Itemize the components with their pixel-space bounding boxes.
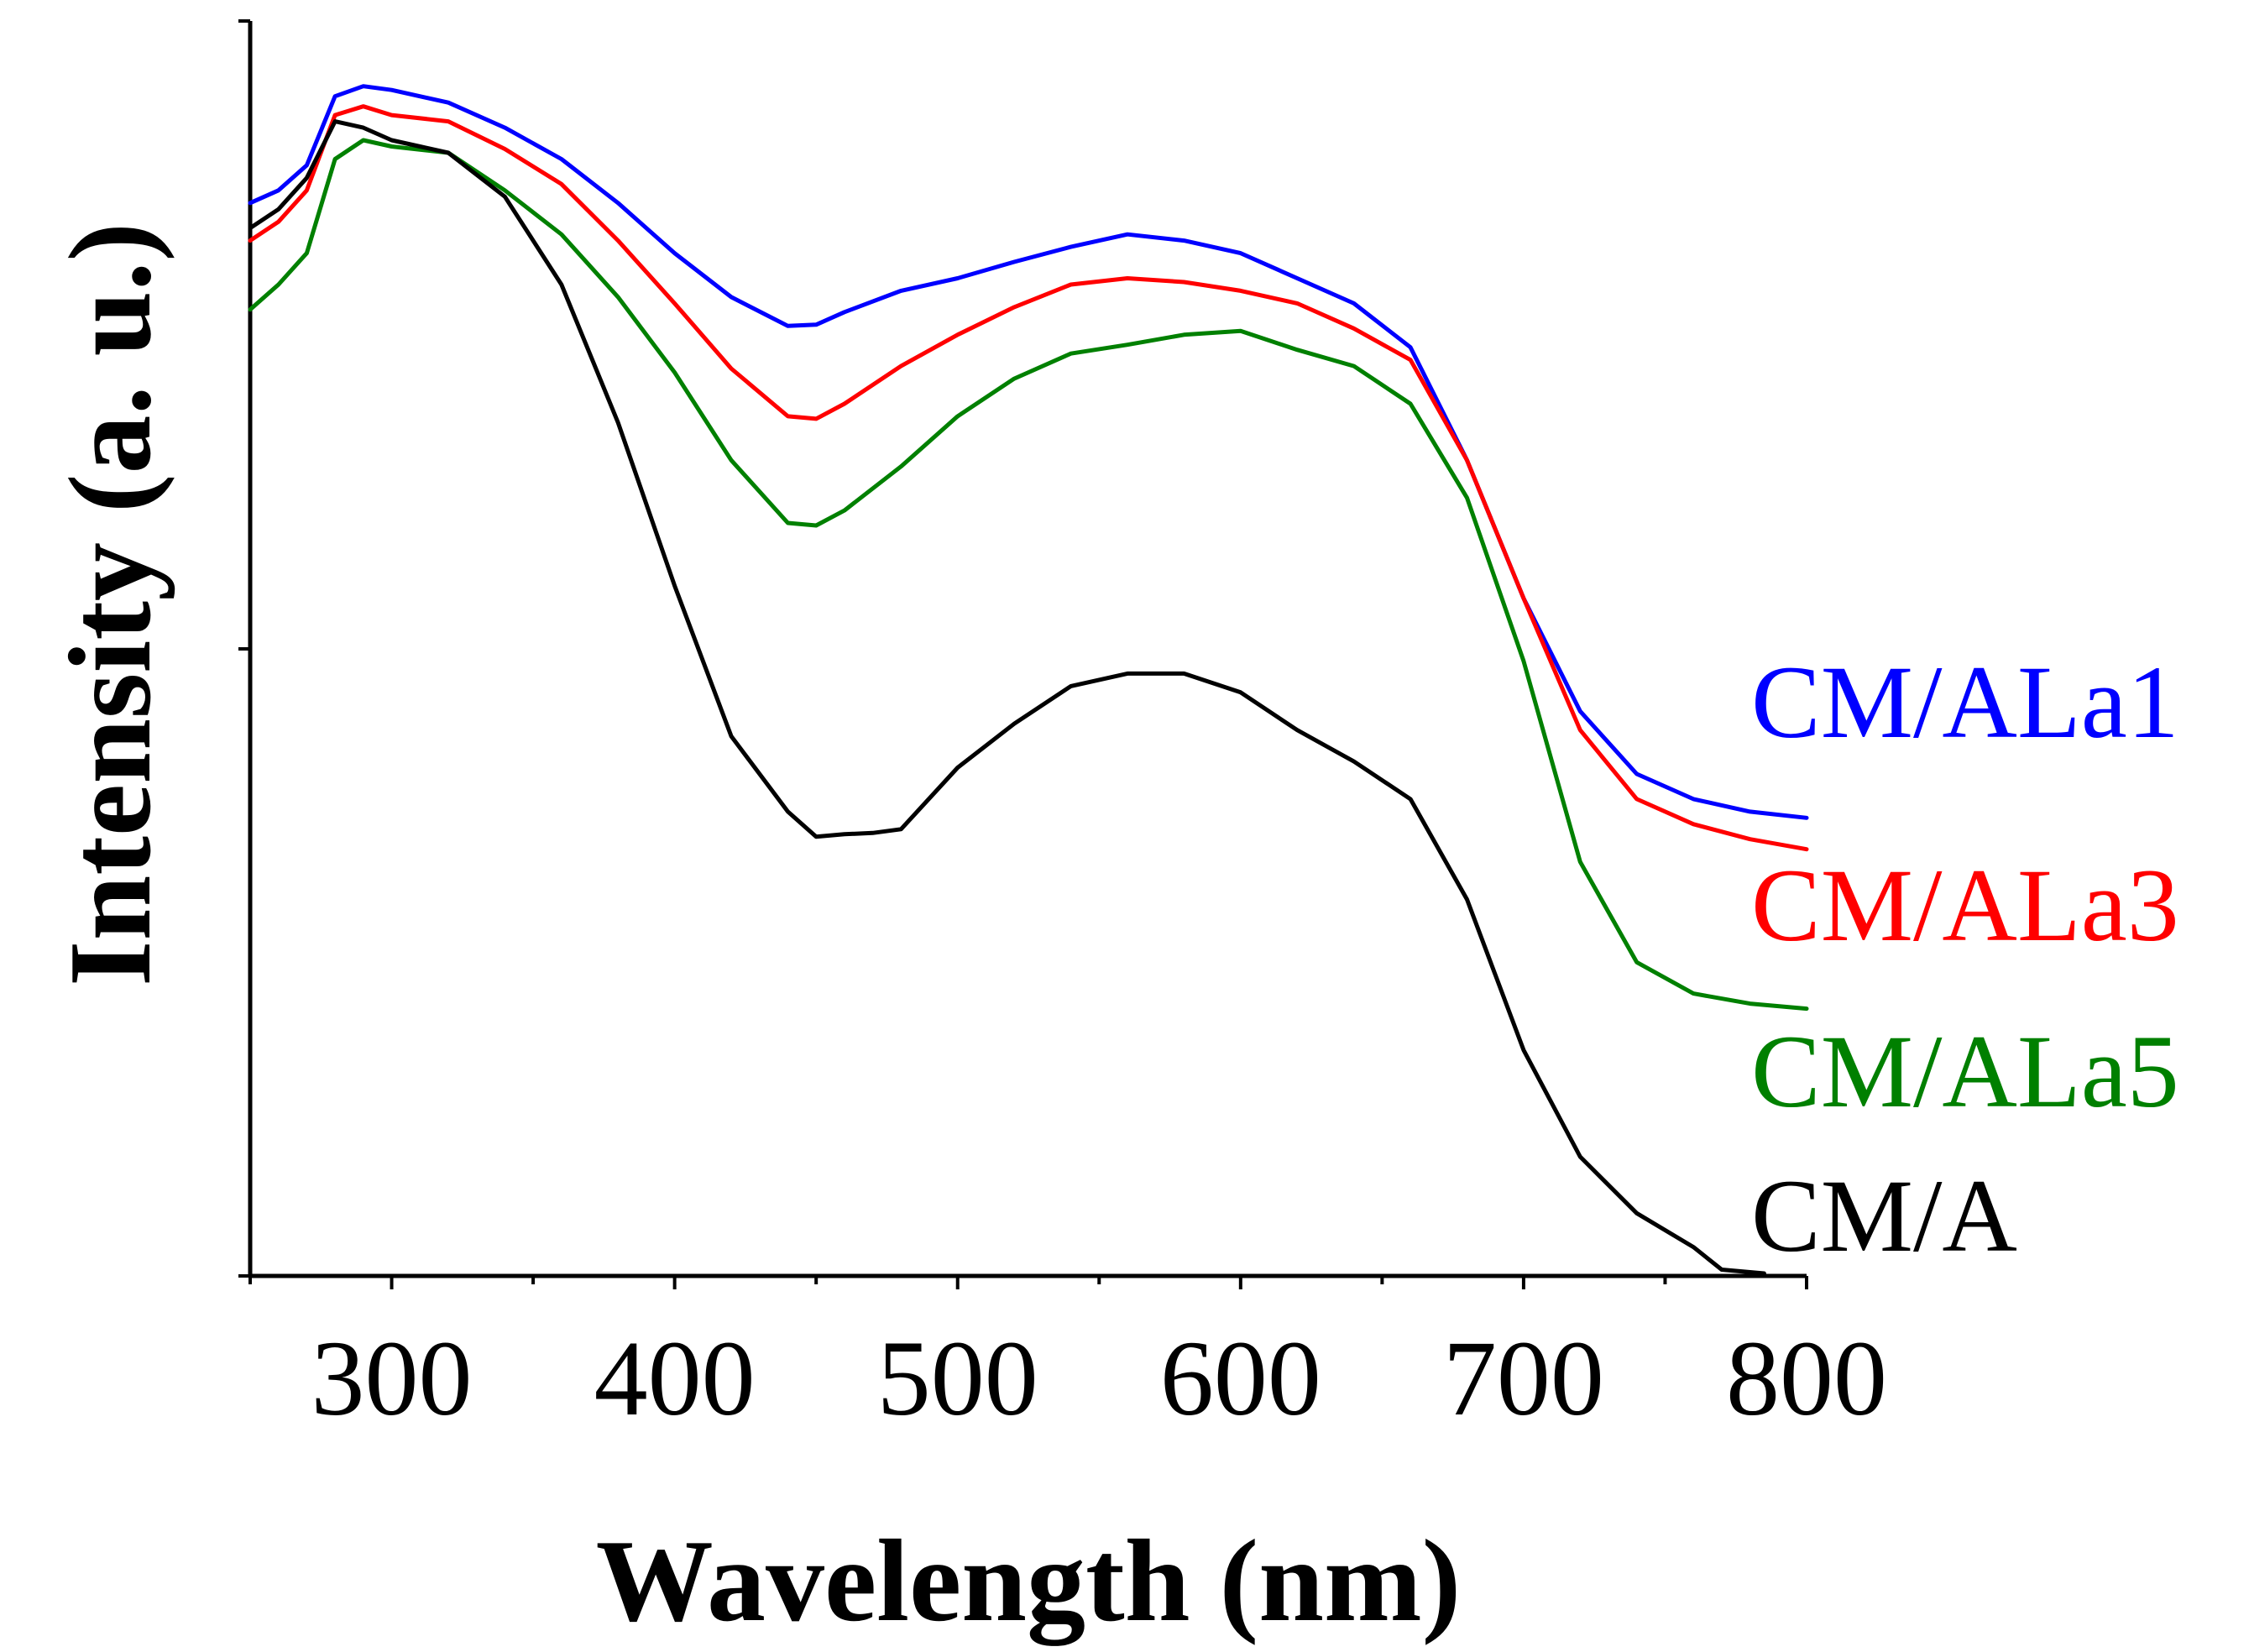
series-label-cm-ala3: CM/ALa3	[1751, 848, 2179, 963]
series-line-cm-ala5	[248, 138, 1809, 1012]
x-axis-title: Wavelength (nm)	[596, 1516, 1462, 1646]
series-label-cm-ala1: CM/ALa1	[1751, 645, 2179, 760]
x-tick-label: 500	[877, 1319, 1038, 1438]
y-axis-title: Intensity (a. u.)	[45, 222, 175, 986]
x-tick-label: 600	[1160, 1319, 1321, 1438]
x-tick-label: 800	[1726, 1319, 1887, 1438]
series-labels: CM/ALa1 CM/ALa3 CM/ALa5 CM/A	[1751, 645, 2179, 1273]
series-line-cm-a	[248, 119, 1766, 1276]
series-label-cm-a: CM/A	[1751, 1158, 2017, 1273]
series-label-cm-ala5: CM/ALa5	[1751, 1014, 2179, 1129]
series-line-cm-ala1	[248, 84, 1809, 820]
axes	[238, 19, 1807, 1278]
series-lines	[248, 84, 1809, 1276]
x-tick-label: 300	[311, 1319, 473, 1438]
x-tick-labels: 300 400 500 600 700 800	[311, 1319, 1887, 1438]
series-line-cm-ala3	[248, 104, 1809, 852]
x-tick-label: 700	[1443, 1319, 1604, 1438]
x-ticks	[248, 1276, 1808, 1289]
x-tick-label: 400	[594, 1319, 756, 1438]
